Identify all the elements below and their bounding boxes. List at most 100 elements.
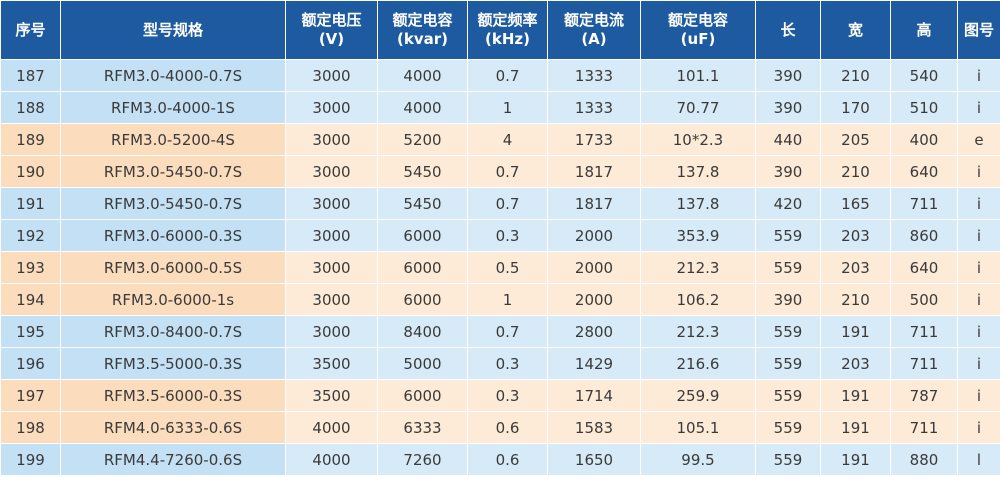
cell-rated-voltage: 3500: [285, 347, 378, 380]
table-row: 193 RFM3.0-6000-0.5S 3000 6000 0.5 2000 212.3 5…: [0, 251, 1000, 284]
cell-rated-frequency: 0.7: [467, 187, 548, 220]
cell-length: 390: [755, 91, 821, 124]
cell-height: 640: [890, 155, 958, 188]
cell-rated-capacity: 6000: [377, 251, 468, 284]
cell-rated-current: 2000: [547, 283, 641, 316]
col-header-rated-frequency: 额定频率 (kHz): [467, 0, 548, 60]
cell-rated-frequency: 0.3: [467, 347, 548, 380]
header-label: 额定频率: [477, 11, 538, 29]
header-row: 序号 型号规格 额定电压 (V) 额定电容 (kvar) 额定频率 (kHz) 额定电流 (A) 额…: [0, 0, 1000, 60]
cell-rated-frequency: 0.7: [467, 315, 548, 348]
cell-rated-capacity: 5450: [377, 155, 468, 188]
cell-width: 191: [820, 411, 891, 444]
cell-drawing-no: i: [957, 59, 1000, 92]
table-row: 197 RFM3.5-6000-0.3S 3500 6000 0.3 1714 259.9 5…: [0, 379, 1000, 412]
cell-rated-voltage: 4000: [285, 411, 378, 444]
cell-rated-capacity: 6000: [377, 379, 468, 412]
cell-index: 190: [0, 155, 61, 188]
cell-index: 192: [0, 219, 61, 252]
cell-rated-current: 1817: [547, 187, 641, 220]
cell-rated-capacity: 5450: [377, 187, 468, 220]
cell-rated-frequency: 0.3: [467, 219, 548, 252]
cell-model: RFM4.4-7260-0.6S: [60, 443, 286, 476]
cell-rated-voltage: 3000: [285, 251, 378, 284]
cell-height: 711: [890, 411, 958, 444]
col-header-rated-capacitance: 额定电容 (uF): [640, 0, 756, 60]
cell-index: 194: [0, 283, 61, 316]
spec-table: 序号 型号规格 额定电压 (V) 额定电容 (kvar) 额定频率 (kHz) 额定电流 (A) 额…: [0, 0, 1000, 476]
cell-length: 559: [755, 347, 821, 380]
cell-rated-voltage: 3000: [285, 59, 378, 92]
cell-rated-current: 1583: [547, 411, 641, 444]
cell-length: 559: [755, 219, 821, 252]
cell-model: RFM3.5-6000-0.3S: [60, 379, 286, 412]
cell-width: 191: [820, 315, 891, 348]
cell-rated-current: 1817: [547, 155, 641, 188]
cell-length: 559: [755, 379, 821, 412]
cell-height: 400: [890, 123, 958, 156]
header-label: 额定电容: [392, 11, 453, 29]
cell-width: 210: [820, 155, 891, 188]
cell-rated-current: 2000: [547, 219, 641, 252]
cell-index: 197: [0, 379, 61, 412]
header-label: 序号: [15, 20, 46, 39]
cell-rated-frequency: 0.3: [467, 379, 548, 412]
header-label: (V): [318, 30, 345, 48]
cell-index: 187: [0, 59, 61, 92]
cell-rated-capacity: 8400: [377, 315, 468, 348]
cell-length: 559: [755, 443, 821, 476]
cell-length: 559: [755, 315, 821, 348]
cell-rated-capacity: 7260: [377, 443, 468, 476]
cell-width: 203: [820, 219, 891, 252]
cell-index: 199: [0, 443, 61, 476]
cell-rated-capacity: 4000: [377, 91, 468, 124]
cell-height: 860: [890, 219, 958, 252]
cell-width: 191: [820, 379, 891, 412]
cell-index: 188: [0, 91, 61, 124]
cell-length: 559: [755, 251, 821, 284]
col-header-rated-capacity: 额定电容 (kvar): [377, 0, 468, 60]
header-label: 高: [916, 20, 932, 39]
header-label: 额定电压: [301, 11, 362, 29]
cell-rated-voltage: 3000: [285, 283, 378, 316]
cell-width: 165: [820, 187, 891, 220]
cell-drawing-no: i: [957, 315, 1000, 348]
cell-height: 500: [890, 283, 958, 316]
cell-rated-voltage: 3000: [285, 187, 378, 220]
header-label: (kvar): [397, 30, 448, 48]
col-header-drawing-no: 图号: [957, 0, 1000, 60]
cell-rated-current: 1650: [547, 443, 641, 476]
cell-drawing-no: i: [957, 283, 1000, 316]
cell-model: RFM4.0-6333-0.6S: [60, 411, 286, 444]
header-label: 图号: [963, 20, 994, 39]
cell-rated-capacitance: 216.6: [640, 347, 756, 380]
cell-drawing-no: i: [957, 219, 1000, 252]
col-header-height: 高: [890, 0, 958, 60]
cell-rated-voltage: 3000: [285, 91, 378, 124]
cell-rated-capacitance: 259.9: [640, 379, 756, 412]
col-header-width: 宽: [820, 0, 891, 60]
cell-width: 210: [820, 283, 891, 316]
cell-rated-current: 1429: [547, 347, 641, 380]
cell-rated-capacity: 6000: [377, 283, 468, 316]
cell-rated-voltage: 4000: [285, 443, 378, 476]
table-row: 194 RFM3.0-6000-1s 3000 6000 1 2000 106.2 390 21…: [0, 283, 1000, 316]
cell-width: 210: [820, 59, 891, 92]
table-row: 199 RFM4.4-7260-0.6S 4000 7260 0.6 1650 99.5 55…: [0, 443, 1000, 476]
cell-index: 195: [0, 315, 61, 348]
cell-model: RFM3.0-5450-0.7S: [60, 155, 286, 188]
col-header-rated-voltage: 额定电压 (V): [285, 0, 378, 60]
cell-index: 189: [0, 123, 61, 156]
cell-model: RFM3.0-4000-1S: [60, 91, 286, 124]
cell-rated-voltage: 3500: [285, 379, 378, 412]
table-row: 195 RFM3.0-8400-0.7S 3000 8400 0.7 2800 212.3 5…: [0, 315, 1000, 348]
table-body: 187 RFM3.0-4000-0.7S 3000 4000 0.7 1333 101.1 3…: [0, 59, 1000, 476]
header-label: 额定电流: [563, 11, 624, 29]
cell-rated-current: 1333: [547, 91, 641, 124]
table-row: 192 RFM3.0-6000-0.3S 3000 6000 0.3 2000 353.9 5…: [0, 219, 1000, 252]
cell-model: RFM3.0-6000-0.3S: [60, 219, 286, 252]
cell-model: RFM3.0-5450-0.7S: [60, 187, 286, 220]
cell-rated-frequency: 0.7: [467, 155, 548, 188]
cell-rated-current: 1733: [547, 123, 641, 156]
col-header-index: 序号: [0, 0, 61, 60]
